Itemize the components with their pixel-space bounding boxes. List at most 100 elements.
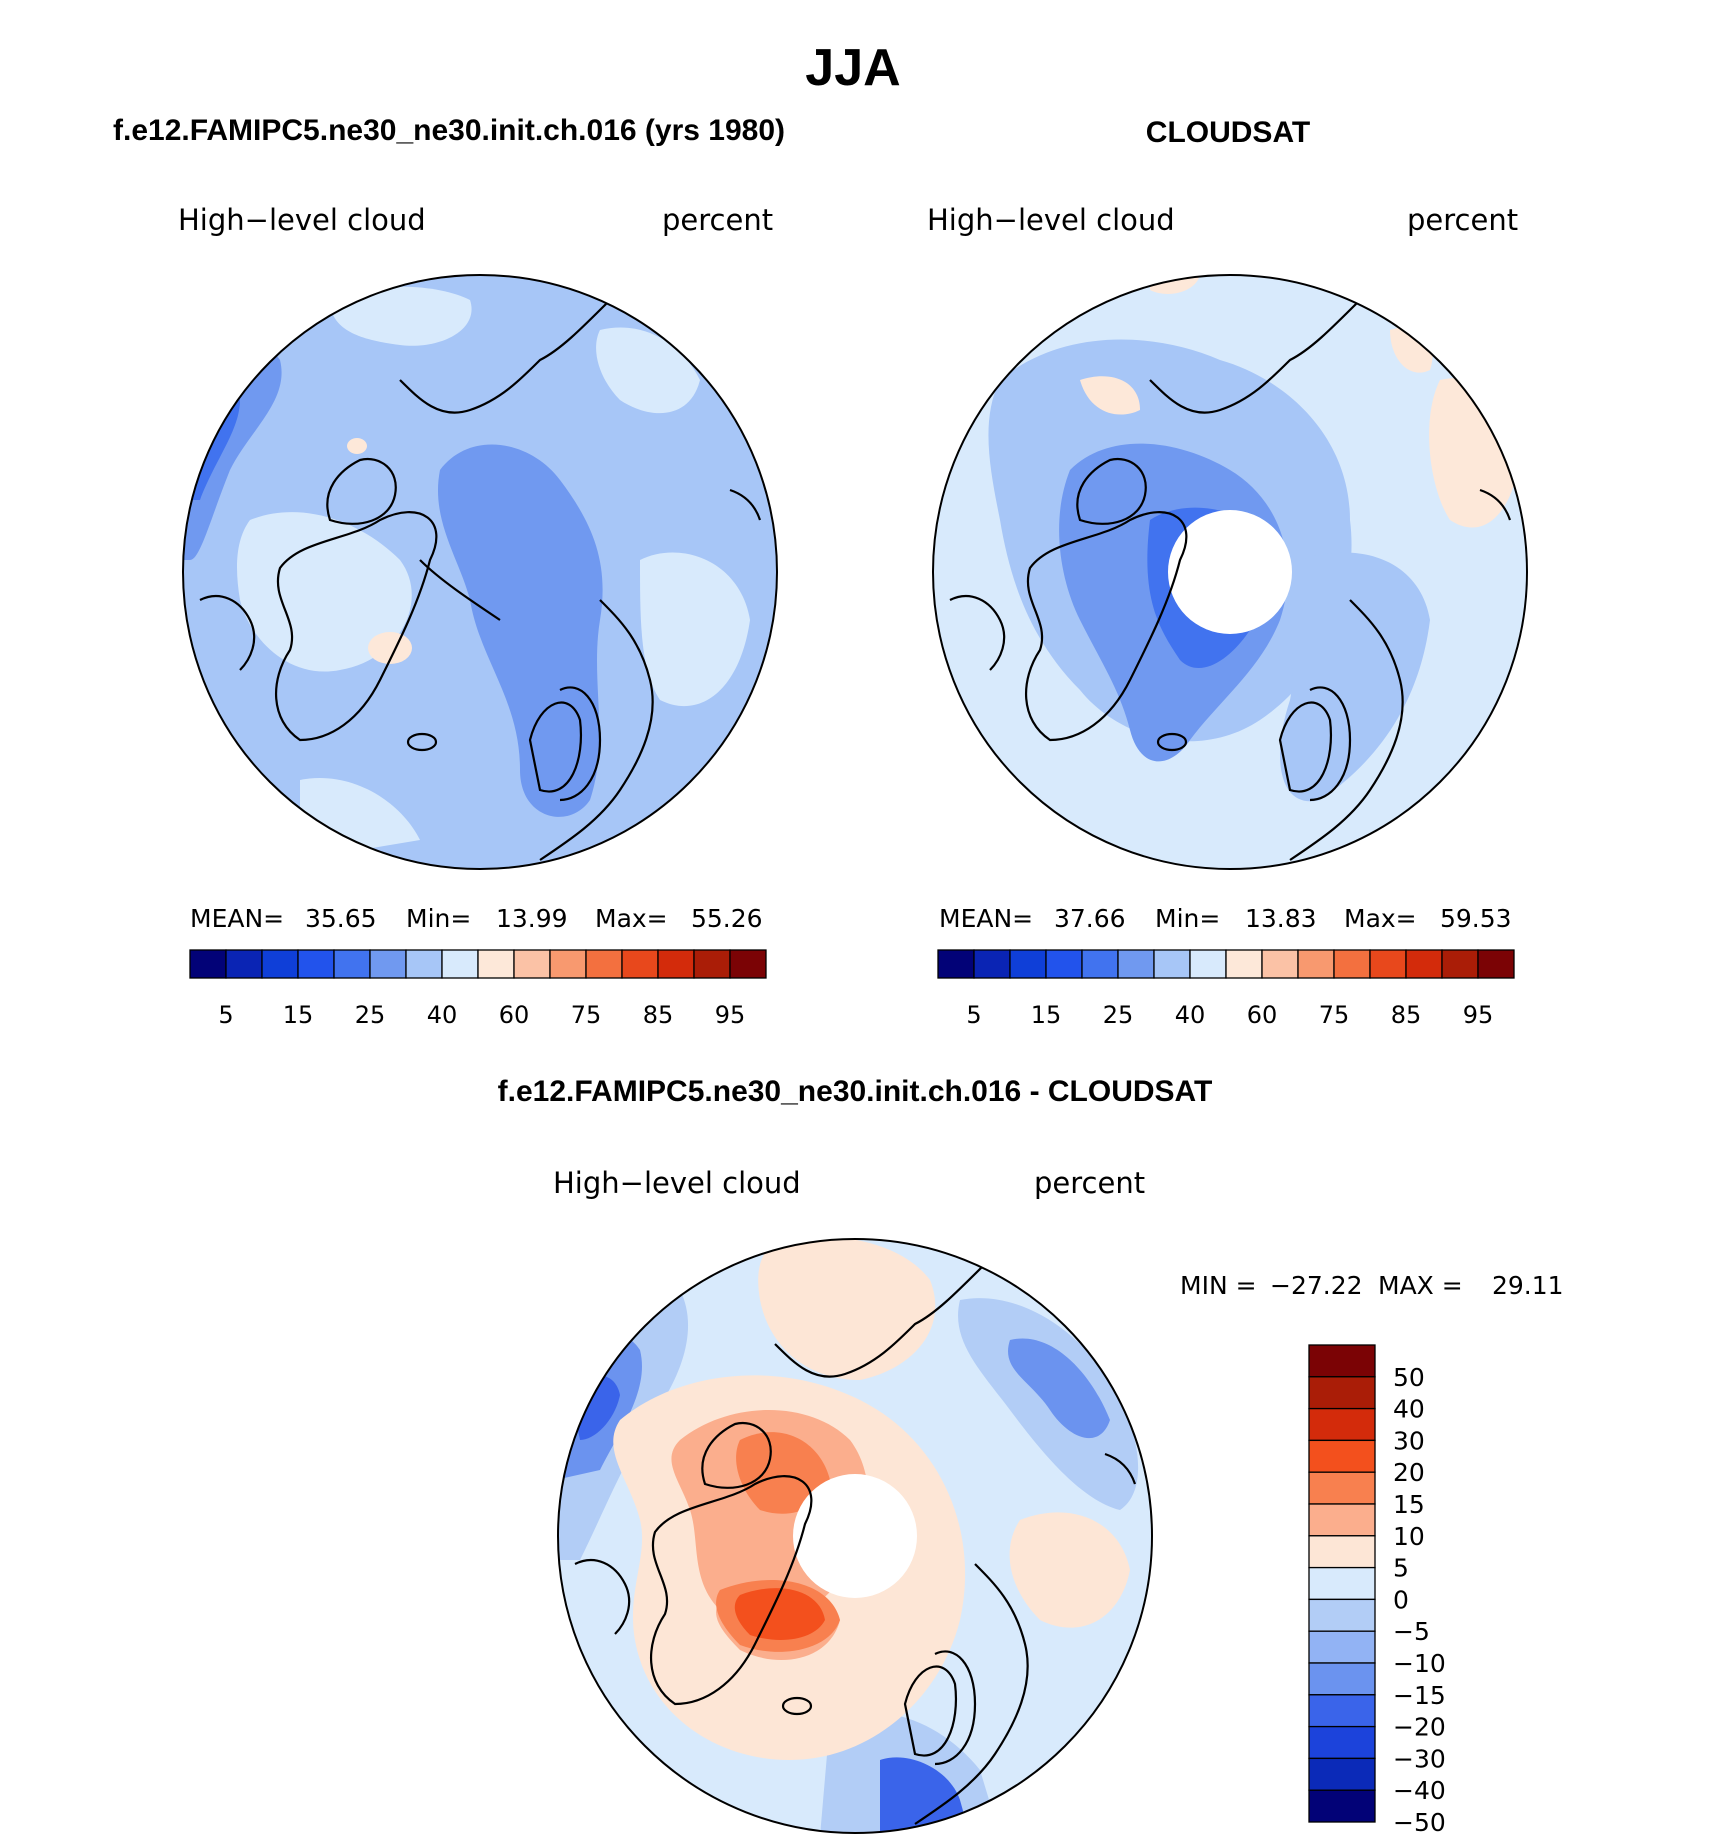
difference-max-value: 29.11	[1492, 1271, 1564, 1300]
difference-colorbar-tick-label: −10	[1393, 1649, 1446, 1678]
panel1-colorbar-swatch-14	[693, 949, 731, 979]
difference-colorbar-tick-label: 5	[1393, 1554, 1409, 1583]
difference-field-0-5-north	[758, 1239, 936, 1380]
panel1-mean-label: MEAN=	[190, 904, 284, 933]
difference-title: f.e12.FAMIPC5.ne30_ne30.init.ch.016 - CL…	[498, 1075, 1213, 1108]
panel1-left-label: High−level cloud	[178, 203, 426, 237]
panel1-map-border	[182, 274, 778, 870]
panel2-stats: MEAN= 37.66 Min= 13.83 Max= 59.53	[939, 904, 1512, 933]
panel1-field-40-60-b	[237, 512, 412, 672]
difference-coastlines	[574, 1263, 1137, 1825]
panel2-colorbar-swatch-1	[973, 949, 1011, 979]
panel1-field-60-b	[347, 438, 367, 454]
panel1-colorbar-swatch-5	[369, 949, 407, 979]
panel1-colorbar-tick-label: 95	[715, 1001, 746, 1029]
difference-colorbar-swatch-6	[1308, 1535, 1376, 1569]
panel1-min-label: Min=	[406, 904, 471, 933]
difference-colorbar-swatch-3	[1308, 1439, 1376, 1473]
difference-polar-gap	[793, 1474, 917, 1598]
panel2-map: High−level cloud percent	[927, 203, 1528, 870]
difference-right-label: percent	[1034, 1166, 1145, 1200]
panel1-colorbar-swatch-3	[297, 949, 335, 979]
difference-colorbar-swatch-9	[1308, 1630, 1376, 1664]
difference-colorbar-tick-label: −40	[1393, 1776, 1446, 1805]
difference-colorbar-tick-label: −50	[1393, 1808, 1446, 1837]
panel2-polar-gap	[1168, 510, 1292, 634]
difference-min-value: −27.22	[1270, 1271, 1363, 1300]
panel2-colorbar-tick-label: 25	[1103, 1001, 1134, 1029]
panel1-field-40-60-d	[596, 327, 700, 414]
panel1-colorbar-swatch-1	[225, 949, 263, 979]
panel1-colorbar-swatch-7	[441, 949, 479, 979]
panel2-map-border	[932, 274, 1528, 870]
panel1-title: f.e12.FAMIPC5.ne30_ne30.init.ch.016 (yrs…	[113, 114, 785, 147]
difference-map-border	[557, 1238, 1153, 1834]
panel2-field-25-40-b	[1280, 552, 1430, 802]
panel1-coastlines	[199, 299, 762, 861]
panel1-colorbar-tick-label: 5	[218, 1001, 233, 1029]
difference-field-10-20	[736, 1432, 830, 1514]
panel1-colorbar-swatch-2	[261, 949, 299, 979]
difference-field-minus15-east	[1008, 1338, 1110, 1439]
panel2-colorbar-tick-label: 75	[1319, 1001, 1350, 1029]
panel2-colorbar-swatch-9	[1261, 949, 1299, 979]
figure-title: JJA	[805, 39, 900, 97]
difference-colorbar-swatch-11	[1308, 1694, 1376, 1728]
difference-colorbar-swatch-7	[1308, 1566, 1376, 1601]
panel2-colorbar-swatch-5	[1117, 949, 1155, 979]
panel2-colorbar-swatch-15	[1477, 949, 1515, 979]
panel1-colorbar-swatch-12	[621, 949, 659, 979]
panel1-colorbar-swatch-15	[729, 949, 767, 979]
panel1-max-label: Max=	[595, 904, 668, 933]
panel1-right-label: percent	[662, 203, 773, 237]
panel1-colorbar-tick-label: 40	[427, 1001, 458, 1029]
panel1-colorbar-tick-label: 25	[355, 1001, 386, 1029]
difference-colorbar-swatch-2	[1308, 1407, 1376, 1442]
panel2-min-label: Min=	[1155, 904, 1220, 933]
panel2-left-label: High−level cloud	[927, 203, 1175, 237]
panel1-colorbar-swatch-13	[657, 949, 695, 979]
panel1-stats: MEAN= 35.65 Min= 13.99 Max= 55.26	[190, 904, 763, 933]
difference-colorbar-swatch-5	[1308, 1503, 1376, 1537]
panel2-coastlines	[949, 299, 1512, 861]
panel2-max-value: 59.53	[1440, 904, 1512, 933]
difference-colorbar-swatch-12	[1308, 1725, 1376, 1760]
panel2-colorbar-swatch-11	[1333, 949, 1371, 979]
panel1-field-40-60-c	[640, 552, 750, 707]
difference-colorbar-tick-label: −5	[1393, 1617, 1430, 1646]
panel2-right-label: percent	[1407, 203, 1518, 237]
panel2-colorbar: 5 15 25 40 60 75 85 95	[937, 949, 1515, 1029]
panel1-field-60	[368, 632, 412, 664]
panel1-colorbar-swatch-4	[333, 949, 371, 979]
difference-map: High−level cloud percent	[553, 1166, 1153, 1834]
difference-colorbar-tick-label: 10	[1393, 1522, 1425, 1551]
difference-field-0-5-east	[1009, 1512, 1130, 1628]
panel1-field-40-60-a	[330, 286, 472, 346]
panel2-colorbar-swatch-0	[937, 949, 975, 979]
panel2-colorbar-swatch-4	[1081, 949, 1119, 979]
panel1-colorbar-swatch-10	[549, 949, 587, 979]
panel2-max-label: Max=	[1344, 904, 1417, 933]
panel2-colorbar-tick-label: 40	[1175, 1001, 1206, 1029]
difference-colorbar-swatch-1	[1308, 1376, 1376, 1410]
difference-field-20-30	[734, 1588, 825, 1640]
difference-colorbar-tick-label: −15	[1393, 1681, 1446, 1710]
difference-colorbar-tick-label: −30	[1393, 1744, 1446, 1773]
panel1-min-value: 13.99	[496, 904, 568, 933]
difference-colorbar-tick-label: −20	[1393, 1713, 1446, 1742]
panel2-colorbar-swatch-3	[1045, 949, 1083, 979]
difference-colorbar-tick-label: 40	[1393, 1395, 1425, 1424]
difference-colorbar-swatch-0	[1308, 1344, 1376, 1378]
panel2-colorbar-swatch-7	[1189, 949, 1227, 979]
difference-colorbar-swatch-10	[1308, 1662, 1376, 1696]
panel1-map: High−level cloud percent	[178, 203, 778, 870]
panel1-colorbar-swatch-8	[477, 949, 515, 979]
difference-minmax: MIN = −27.22 MAX = 29.11	[1180, 1271, 1564, 1300]
panel2-colorbar-swatch-6	[1153, 949, 1191, 979]
difference-left-label: High−level cloud	[553, 1166, 801, 1200]
panel1-field-15-25	[437, 444, 603, 817]
panel2-colorbar-swatch-12	[1369, 949, 1407, 979]
panel1-max-value: 55.26	[691, 904, 763, 933]
